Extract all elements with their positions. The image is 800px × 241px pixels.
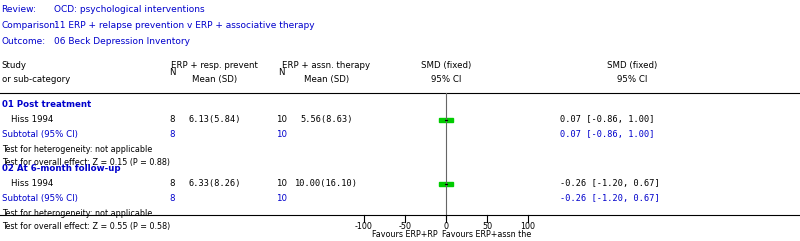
Text: -100: -100 [355, 222, 373, 231]
Text: Subtotal (95% CI): Subtotal (95% CI) [2, 194, 78, 203]
Text: N: N [278, 68, 285, 77]
Text: 8: 8 [170, 194, 174, 203]
Text: ERP + assn. therapy: ERP + assn. therapy [282, 61, 370, 70]
Text: 10: 10 [276, 179, 287, 188]
Text: Test for overall effect: Z = 0.15 (P = 0.88): Test for overall effect: Z = 0.15 (P = 0… [2, 158, 170, 167]
Text: Mean (SD): Mean (SD) [304, 75, 349, 84]
Text: -0.26 [-1.20, 0.67]: -0.26 [-1.20, 0.67] [560, 194, 660, 203]
FancyBboxPatch shape [439, 182, 453, 186]
Text: 95% CI: 95% CI [617, 75, 647, 84]
Text: 10: 10 [276, 194, 287, 203]
Text: 5.56(8.63): 5.56(8.63) [300, 115, 353, 124]
Text: 10: 10 [276, 115, 287, 124]
Text: or sub-category: or sub-category [2, 75, 70, 84]
Text: Comparison:: Comparison: [2, 21, 58, 30]
FancyBboxPatch shape [439, 118, 453, 122]
Text: Outcome:: Outcome: [2, 37, 46, 46]
Text: Study: Study [2, 61, 26, 70]
Text: Test for overall effect: Z = 0.55 (P = 0.58): Test for overall effect: Z = 0.55 (P = 0… [2, 222, 170, 231]
Text: 6.33(8.26): 6.33(8.26) [188, 179, 241, 188]
Text: Hiss 1994: Hiss 1994 [11, 179, 54, 188]
Text: N: N [169, 68, 175, 77]
Text: -0.26 [-1.20, 0.67]: -0.26 [-1.20, 0.67] [560, 179, 660, 188]
Text: 10.00(16.10): 10.00(16.10) [295, 179, 358, 188]
Text: 0.07 [-0.86, 1.00]: 0.07 [-0.86, 1.00] [560, 115, 654, 124]
Text: SMD (fixed): SMD (fixed) [421, 61, 471, 70]
Text: -50: -50 [398, 222, 411, 231]
Text: Favours ERP+RP: Favours ERP+RP [372, 230, 438, 239]
Text: 11 ERP + relapse prevention v ERP + associative therapy: 11 ERP + relapse prevention v ERP + asso… [54, 21, 314, 30]
Text: 01 Post treatment: 01 Post treatment [2, 100, 91, 109]
Text: Mean (SD): Mean (SD) [192, 75, 237, 84]
Text: 50: 50 [482, 222, 492, 231]
Text: Review:: Review: [2, 5, 37, 14]
Text: Test for heterogeneity: not applicable: Test for heterogeneity: not applicable [2, 209, 152, 218]
Text: 0: 0 [443, 222, 449, 231]
Text: 10: 10 [276, 130, 287, 139]
Text: 8: 8 [170, 115, 174, 124]
Text: 95% CI: 95% CI [431, 75, 461, 84]
Text: Test for heterogeneity: not applicable: Test for heterogeneity: not applicable [2, 145, 152, 154]
Text: 6.13(5.84): 6.13(5.84) [188, 115, 241, 124]
Text: Hiss 1994: Hiss 1994 [11, 115, 54, 124]
Text: 0.07 [-0.86, 1.00]: 0.07 [-0.86, 1.00] [560, 130, 654, 139]
Text: 06 Beck Depression Inventory: 06 Beck Depression Inventory [54, 37, 190, 46]
Text: 8: 8 [170, 130, 174, 139]
Text: OCD: psychological interventions: OCD: psychological interventions [54, 5, 204, 14]
Text: 100: 100 [521, 222, 535, 231]
Text: SMD (fixed): SMD (fixed) [607, 61, 657, 70]
Text: ERP + resp. prevent: ERP + resp. prevent [171, 61, 258, 70]
Text: Favours ERP+assn the: Favours ERP+assn the [442, 230, 532, 239]
Text: 02 At 6-month follow-up: 02 At 6-month follow-up [2, 164, 120, 173]
Text: Subtotal (95% CI): Subtotal (95% CI) [2, 130, 78, 139]
Text: 8: 8 [170, 179, 174, 188]
